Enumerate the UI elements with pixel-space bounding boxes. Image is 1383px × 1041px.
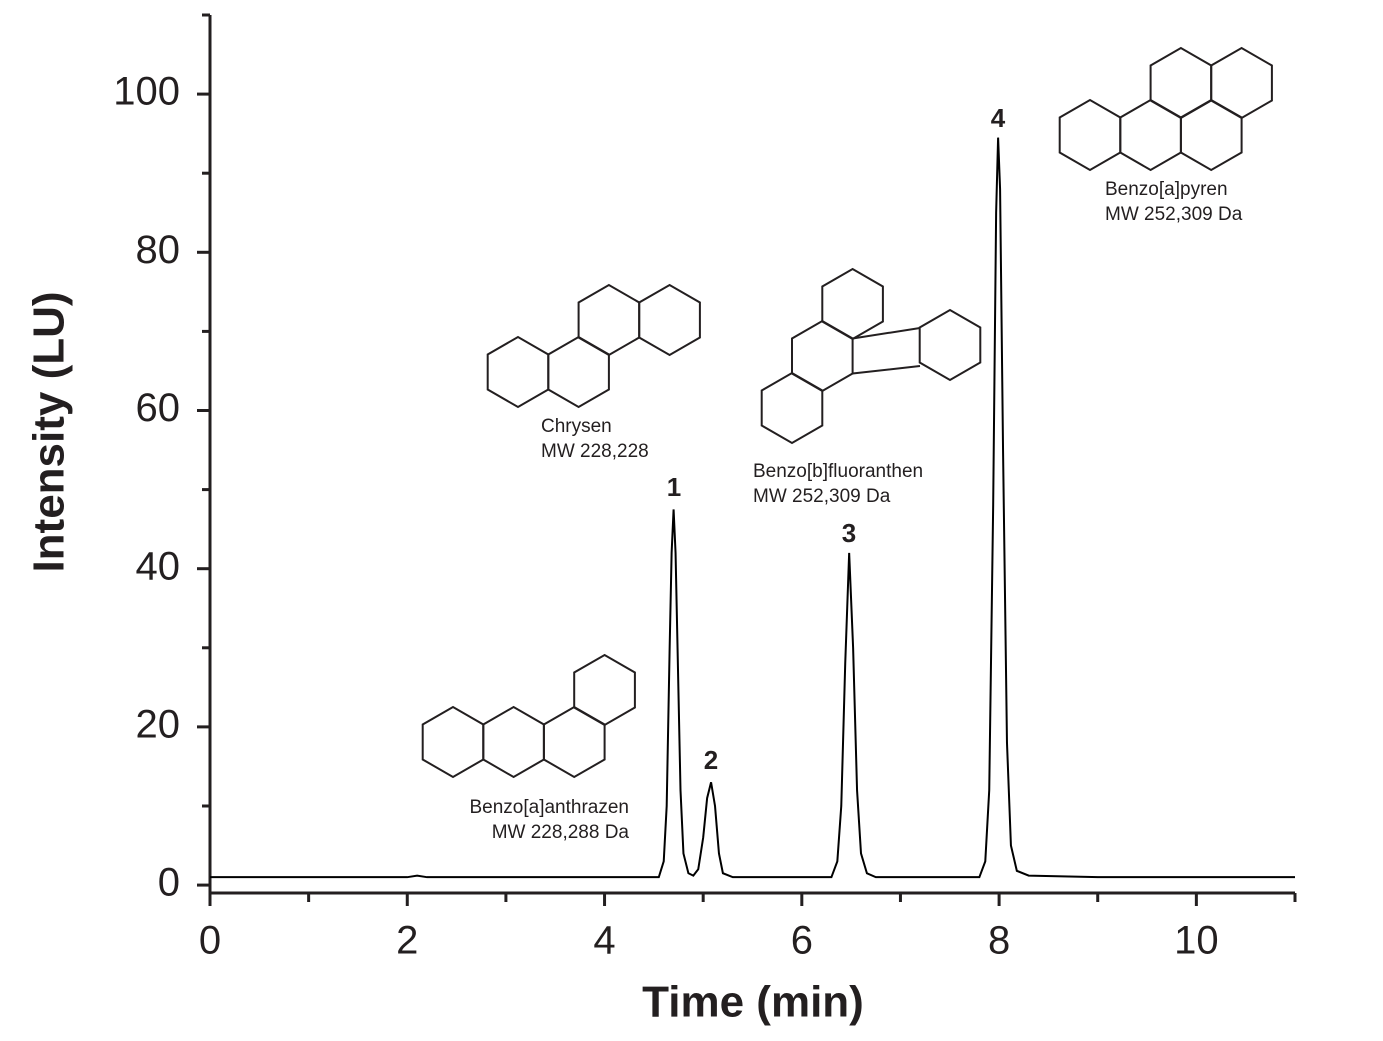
x-axis-title: Time (min): [642, 978, 864, 1027]
ring: [821, 267, 884, 341]
peak-label: 3: [842, 518, 856, 548]
x-tick-label: 4: [593, 919, 615, 963]
x-tick-label: 2: [396, 919, 418, 963]
compound-name: Chrysen: [541, 416, 612, 437]
peak-label: 4: [991, 103, 1006, 133]
ring: [573, 653, 636, 727]
x-tick-label: 8: [988, 919, 1010, 963]
ring: [421, 705, 485, 779]
compound-name: Benzo[b]fluoranthen: [753, 461, 923, 482]
ring: [1119, 98, 1182, 172]
peak-label: 2: [704, 745, 718, 775]
ring: [547, 335, 610, 409]
y-tick-label: 20: [136, 702, 181, 746]
signal-line: [210, 137, 1295, 879]
y-tick-label: 80: [136, 228, 181, 272]
structures: [421, 46, 1273, 779]
compound-name: Benzo[a]anthrazen: [469, 797, 629, 818]
ring: [482, 705, 545, 779]
compound-name: Benzo[a]pyren: [1105, 179, 1228, 200]
ring: [1210, 46, 1273, 120]
ring: [1179, 98, 1243, 172]
x-tick-label: 0: [199, 919, 221, 963]
ring: [852, 327, 921, 375]
ring: [486, 335, 550, 409]
y-axis-title: Intensity (LU): [25, 291, 74, 572]
ring: [918, 308, 982, 382]
compound-mw: MW 228,228: [541, 441, 649, 462]
peak-label: 1: [667, 472, 681, 502]
ring: [791, 319, 854, 393]
ring: [542, 705, 606, 779]
ring: [760, 371, 824, 445]
compound-mw: MW 252,309 Da: [753, 486, 891, 507]
ring: [1058, 98, 1122, 172]
y-tick-label: 40: [136, 544, 181, 588]
x-tick-label: 6: [791, 919, 813, 963]
ring: [577, 283, 641, 357]
y-tick-label: 60: [136, 386, 181, 430]
compound-mw: MW 252,309 Da: [1105, 204, 1243, 225]
x-tick-label: 10: [1174, 919, 1219, 963]
y-tick-label: 0: [158, 861, 180, 905]
ring: [1149, 46, 1213, 120]
compound-mw: MW 228,288 Da: [492, 822, 630, 843]
ring: [638, 283, 701, 357]
y-tick-label: 100: [113, 70, 180, 114]
